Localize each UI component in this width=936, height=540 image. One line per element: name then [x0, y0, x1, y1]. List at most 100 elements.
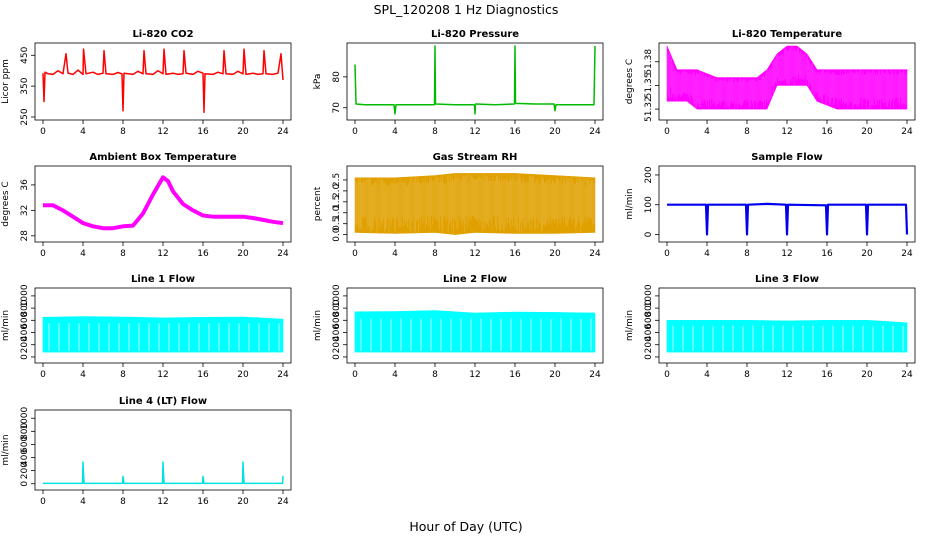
x-tick-label: 8: [744, 370, 750, 380]
y-tick-label: 100: [644, 196, 654, 213]
x-tick-label: 0: [352, 127, 358, 137]
y-tick-label: 51.35: [644, 73, 654, 99]
x-tick-label: 8: [744, 127, 750, 137]
x-tick-label: 16: [509, 249, 521, 259]
plot-area: [354, 45, 596, 115]
x-tick-label: 16: [509, 127, 521, 137]
y-tick-label: 0: [20, 481, 30, 487]
x-tick-label: 0: [40, 497, 46, 507]
x-tick-label: 20: [237, 249, 249, 259]
x-tick-label: 4: [80, 497, 86, 507]
x-tick-label: 24: [277, 249, 289, 259]
y-axis-label: percent: [313, 186, 323, 221]
x-tick-label: 0: [664, 370, 670, 380]
y-tick-label: 250: [20, 108, 30, 125]
panel-pressure: Li-820 Pressure kPa 0 4 8 12 16 20 24 70 80: [313, 29, 604, 137]
x-tick-label: 24: [901, 249, 913, 259]
x-tick-label: 12: [157, 249, 168, 259]
x-tick-label: 4: [704, 249, 710, 259]
x-tick-label: 0: [664, 249, 670, 259]
x-tick-label: 4: [392, 249, 398, 259]
plot-area: [42, 316, 284, 353]
plot-area: [354, 173, 596, 235]
y-tick-label: 200: [644, 166, 654, 183]
series-line: [42, 48, 284, 114]
y-tick-label: 600: [644, 311, 654, 328]
x-tick-label: 4: [80, 249, 86, 259]
y-axis-label: kPa: [313, 74, 323, 90]
x-tick-label: 20: [861, 249, 873, 259]
plot-area: [666, 45, 908, 110]
y-axis-label: degrees C: [1, 181, 11, 226]
y-tick-label: 350: [20, 77, 30, 94]
y-tick-label: 0.5: [332, 217, 342, 231]
plot-area: [354, 310, 596, 353]
x-tick-label: 8: [432, 127, 438, 137]
x-tick-label: 12: [781, 370, 792, 380]
y-tick-label: 80: [332, 71, 342, 83]
y-tick-label: 200: [644, 336, 654, 353]
panel-co2: Li-820 CO2 Licor ppm 0 4 8 12 16 20 24 250 350 450: [1, 29, 292, 137]
y-tick-label: 1000: [20, 284, 30, 307]
y-axis-label: ml/min: [313, 310, 323, 341]
series-line: [43, 461, 284, 485]
y-tick-label: 0: [644, 354, 654, 360]
y-axis-label: ml/min: [1, 310, 11, 341]
y-tick-label: 51.32: [644, 96, 654, 122]
y-tick-label: 0: [644, 231, 654, 237]
y-axis-label: ml/min: [625, 310, 635, 341]
y-tick-label: 800: [644, 299, 654, 316]
x-tick-label: 0: [40, 127, 46, 137]
figure-title: SPL_120208 1 Hz Diagnostics: [374, 2, 559, 17]
x-tick-label: 12: [157, 497, 168, 507]
x-tick-label: 0: [352, 370, 358, 380]
x-tick-label: 4: [392, 127, 398, 137]
panel-title: Sample Flow: [751, 152, 823, 163]
series-band: [42, 316, 284, 353]
x-tick-label: 20: [549, 370, 561, 380]
y-tick-label: 200: [332, 336, 342, 353]
panel-licor_temp: Li-820 Temperature degrees C 0 4 8 12 16 20 24 51…: [625, 29, 916, 137]
y-tick-label: 600: [20, 311, 30, 328]
plot-area: [666, 320, 908, 353]
x-tick-label: 16: [821, 127, 833, 137]
y-axis-label: degrees C: [625, 59, 635, 104]
y-tick-label: 600: [332, 311, 342, 328]
series-band: [666, 45, 908, 110]
y-tick-label: 70: [332, 102, 342, 114]
y-tick-label: 400: [20, 449, 30, 466]
panel-rh: Gas Stream RH percent 0 4 8 12 16 20 24 0.00.51.0…: [313, 152, 604, 259]
x-tick-label: 24: [589, 249, 601, 259]
x-tick-label: 0: [664, 127, 670, 137]
x-tick-label: 8: [120, 249, 126, 259]
x-tick-label: 0: [352, 249, 358, 259]
panel-title: Line 4 (LT) Flow: [119, 396, 207, 407]
panel-sample_flow: Sample Flow ml/min 0 4 8 12 16 20 24 0 100 200: [625, 152, 916, 259]
y-axis-label: ml/min: [1, 434, 11, 465]
plot-area: [43, 461, 284, 485]
panel-title: Ambient Box Temperature: [89, 152, 236, 163]
panel-title: Line 2 Flow: [443, 274, 507, 285]
plot-area: [42, 48, 284, 114]
y-tick-label: 0: [20, 354, 30, 360]
panel-title: Line 3 Flow: [755, 274, 819, 285]
series-band: [354, 310, 596, 353]
panel-box_temp: Ambient Box Temperature degrees C 0 4 8 12 16 2…: [1, 152, 292, 259]
y-tick-label: 1.5: [332, 195, 342, 209]
y-tick-label: 0: [332, 354, 342, 360]
series-line: [354, 45, 596, 115]
y-tick-label: 28: [20, 230, 30, 242]
y-tick-label: 1000: [332, 284, 342, 307]
plot-area: [667, 202, 909, 236]
x-tick-label: 24: [589, 127, 601, 137]
plot-area: [43, 175, 284, 231]
series-line: [43, 175, 284, 231]
y-tick-label: 2.0: [332, 183, 342, 198]
y-tick-label: 800: [20, 299, 30, 316]
x-tick-label: 24: [901, 127, 913, 137]
x-tick-label: 12: [469, 370, 480, 380]
